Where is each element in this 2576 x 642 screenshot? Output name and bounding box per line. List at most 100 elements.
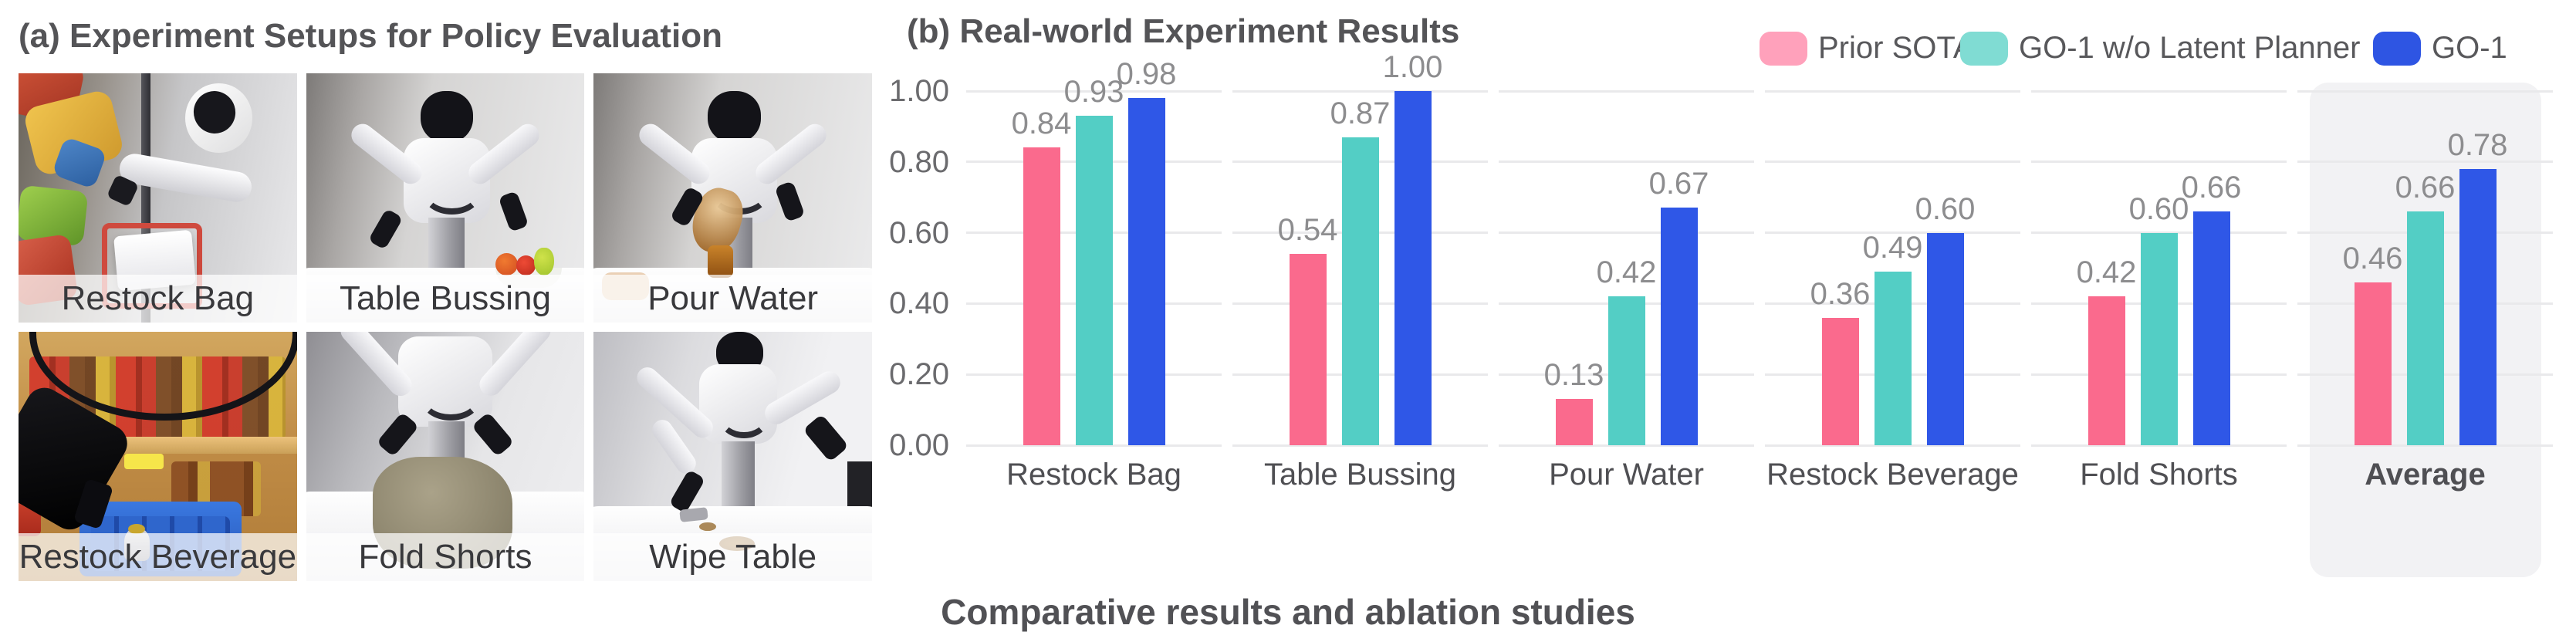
bar-value-label: 0.42 xyxy=(1596,255,1657,290)
gridline-segment xyxy=(1499,90,1754,93)
bar-go-1-w-o-latent-planner-restock-beverage: 0.49 xyxy=(1863,231,1922,445)
bar-go-1-w-o-latent-planner-pour-water: 0.42 xyxy=(1597,255,1656,445)
photo-table-bussing: Table Bussing xyxy=(306,73,585,323)
robot-head-illustration xyxy=(420,90,474,144)
bar-prior-sota-table-bussing: 0.54 xyxy=(1278,213,1337,445)
robot-chest-arc-illustration xyxy=(420,377,482,421)
bar-go-1-average: 0.78 xyxy=(2448,128,2507,445)
bar-prior-sota-restock-bag: 0.84 xyxy=(1012,106,1071,445)
legend-swatch-prior-sota xyxy=(1760,31,1807,66)
photo-pour-water: Pour Water xyxy=(593,73,872,323)
robot-head-illustration xyxy=(708,90,761,144)
legend-label-go1: GO-1 xyxy=(2432,31,2507,65)
category-label-restock-beverage: Restock Beverage xyxy=(1766,458,2019,492)
photo-label: Wipe Table xyxy=(593,533,872,581)
bar-prior-sota-restock-beverage: 0.36 xyxy=(1810,277,1870,445)
y-tick-label: 0.00 xyxy=(889,428,949,462)
bar-prior-sota-pour-water: 0.13 xyxy=(1544,358,1604,445)
robot-chest-arc-illustration xyxy=(718,399,769,438)
gridline-segment xyxy=(966,444,1222,447)
robot-chest-arc-illustration xyxy=(423,173,482,215)
bar-cluster: 0.36 0.49 0.60 xyxy=(1760,91,2026,445)
bar-value-label: 0.93 xyxy=(1063,75,1124,110)
price-tag-illustration xyxy=(124,454,164,469)
spill-illustration xyxy=(699,522,716,532)
legend-item-go1-wo-latent-planner: GO-1 w/o Latent Planner xyxy=(1960,31,2360,66)
bar-cluster: 0.84 0.93 0.98 xyxy=(961,57,1227,445)
fruit-illustration xyxy=(516,255,536,275)
gridline-segment xyxy=(2031,444,2287,447)
bar-value-label: 0.87 xyxy=(1330,96,1391,130)
gridline-segment xyxy=(966,90,1222,93)
legend-swatch-go1 xyxy=(2373,31,2421,66)
bar-cluster: 0.42 0.60 0.66 xyxy=(2026,91,2292,445)
legend-label-go1-wo-latent-planner: GO-1 w/o Latent Planner xyxy=(2019,31,2361,65)
y-axis: 0.00 0.20 0.40 0.60 0.80 1.00 xyxy=(845,74,949,462)
gridline-segment xyxy=(2031,90,2287,93)
bar-group-restock-beverage: 0.36 0.49 0.60 Restock Beverage xyxy=(1760,90,2026,492)
gridline-segment xyxy=(1499,231,1754,235)
bar-value-label: 0.49 xyxy=(1862,231,1923,265)
bar-group-average: 0.46 0.66 0.78 Average xyxy=(2292,90,2558,492)
bar-value-label: 0.66 xyxy=(2181,171,2242,205)
gridline-segment xyxy=(1765,90,2020,93)
photo-restock-beverage: Restock Beverage xyxy=(19,332,297,581)
bar-value-label: 0.60 xyxy=(1915,191,1976,226)
photo-fold-shorts: Fold Shorts xyxy=(306,332,585,581)
bar-go-1-pour-water: 0.67 xyxy=(1649,167,1709,445)
bar-value-label: 0.46 xyxy=(2342,241,2403,275)
bar-value-label: 0.13 xyxy=(1543,358,1604,393)
bar-go-1-w-o-latent-planner-restock-bag: 0.93 xyxy=(1064,75,1124,445)
bar-go-1-w-o-latent-planner-average: 0.66 xyxy=(2395,171,2455,445)
gridline-segment xyxy=(1232,444,1488,447)
gridline-segment xyxy=(1499,160,1754,164)
y-tick-label: 0.20 xyxy=(889,357,949,392)
photo-label: Restock Beverage xyxy=(19,533,297,581)
legend-swatch-go1-wo-latent-planner xyxy=(1960,31,2008,66)
gridline-segment xyxy=(2297,90,2553,93)
category-label-pour-water: Pour Water xyxy=(1549,458,1704,492)
bar-group-restock-bag: 0.84 0.93 0.98 Restock Bag xyxy=(961,57,1227,492)
category-label-restock-bag: Restock Bag xyxy=(1006,458,1182,492)
photo-label: Fold Shorts xyxy=(306,533,585,581)
bar-go-1-restock-bag: 0.98 xyxy=(1117,57,1176,445)
photo-grid: Restock Bag Table Bussing xyxy=(19,73,872,581)
bar-cluster: 0.46 0.66 0.78 xyxy=(2292,91,2558,445)
bar-value-label: 0.60 xyxy=(2128,191,2189,226)
cup-illustration xyxy=(708,245,733,278)
robot-pedestal-illustration xyxy=(722,441,756,507)
photo-label: Table Bussing xyxy=(306,275,585,323)
bar-chart-plot: 0.84 0.93 0.98 Restock Bag 0.54 0.87 1.00 Table… xyxy=(961,50,2558,577)
legend-item-prior-sota: Prior SOTA xyxy=(1760,31,1974,66)
bar-value-label: 1.00 xyxy=(1382,50,1443,84)
bar-go-1-table-bussing: 1.00 xyxy=(1383,50,1442,445)
gridline-segment xyxy=(2297,160,2553,164)
photo-label: Pour Water xyxy=(593,275,872,323)
bar-value-label: 0.42 xyxy=(2076,255,2137,290)
gridline-segment xyxy=(1499,444,1754,447)
bar-group-table-bussing: 0.54 0.87 1.00 Table Bussing xyxy=(1227,50,1493,492)
bar-value-label: 0.78 xyxy=(2447,127,2508,162)
bar-group-fold-shorts: 0.42 0.60 0.66 Fold Shorts xyxy=(2026,90,2292,492)
panel-b-title: (b) Real-world Experiment Results xyxy=(907,12,1460,50)
fruit-illustration xyxy=(534,248,554,275)
bar-value-label: 0.84 xyxy=(1011,106,1072,141)
bar-cluster: 0.13 0.42 0.67 xyxy=(1493,91,1760,445)
photo-wipe-table: Wipe Table xyxy=(593,332,872,581)
bar-value-label: 0.66 xyxy=(2395,171,2456,205)
figure-caption: Comparative results and ablation studies xyxy=(941,592,1635,632)
bar-go-1-w-o-latent-planner-table-bussing: 0.87 xyxy=(1330,96,1390,445)
bar-value-label: 0.36 xyxy=(1810,276,1871,311)
gridline-segment xyxy=(1765,231,2020,235)
bar-prior-sota-fold-shorts: 0.42 xyxy=(2077,255,2136,445)
legend-item-go1: GO-1 xyxy=(2373,31,2507,66)
bar-value-label: 0.98 xyxy=(1116,57,1177,92)
category-label-fold-shorts: Fold Shorts xyxy=(2080,458,2238,492)
y-tick-label: 0.60 xyxy=(889,215,949,250)
can-lid-illustration xyxy=(128,523,146,534)
bar-go-1-fold-shorts: 0.66 xyxy=(2182,171,2241,445)
gridline-segment xyxy=(2297,444,2553,447)
bar-prior-sota-average: 0.46 xyxy=(2343,242,2402,445)
photo-restock-bag: Restock Bag xyxy=(19,73,297,323)
